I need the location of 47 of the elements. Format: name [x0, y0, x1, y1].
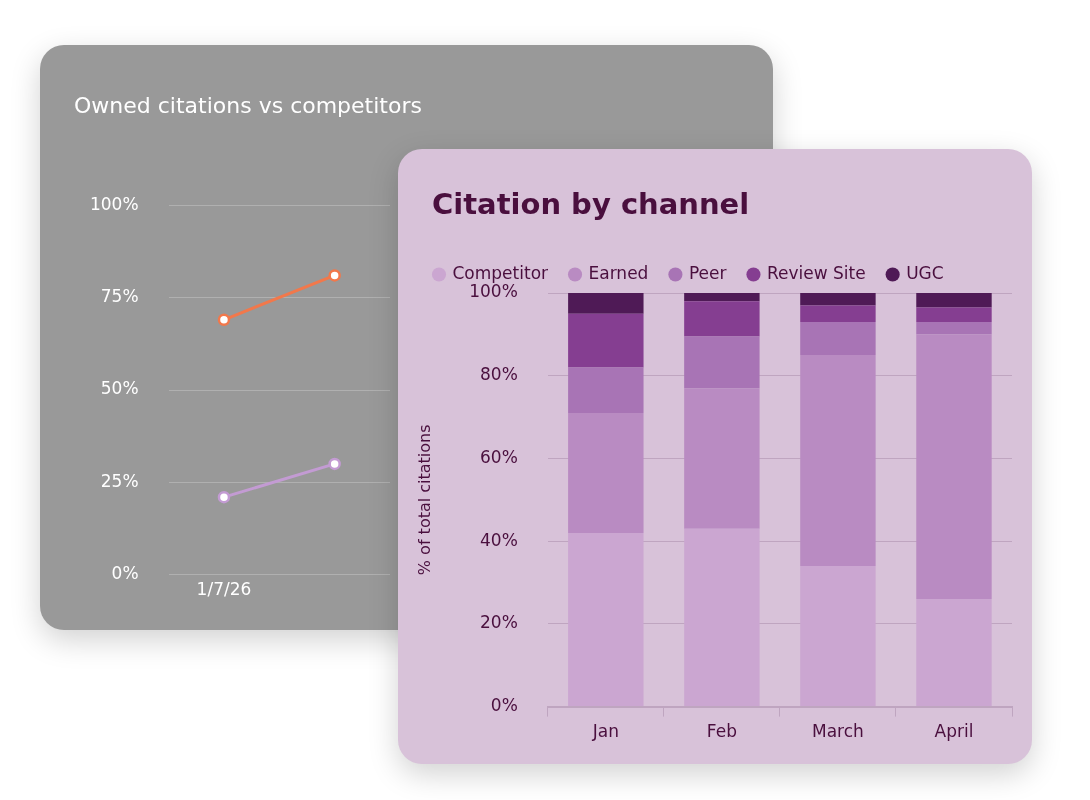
bar — [684, 336, 760, 389]
y-tick-label: 40% — [480, 529, 518, 550]
bar — [684, 528, 760, 707]
bar — [800, 321, 876, 356]
bar — [684, 301, 760, 337]
x-tick-label: April — [934, 721, 974, 742]
point — [328, 269, 341, 282]
chart-title: Citation by channel — [432, 187, 750, 221]
y-axis-title: % of total citations — [414, 424, 434, 576]
x-tick-label: Feb — [706, 721, 737, 742]
bar — [916, 321, 992, 335]
y-tick-label: 100% — [89, 193, 139, 214]
x-tick-label: March — [812, 721, 864, 742]
y-tick-label: 50% — [100, 378, 139, 399]
legend-label: UGC — [906, 262, 944, 283]
y-tick-label: 60% — [480, 446, 518, 467]
legend-label: Competitor — [452, 262, 549, 283]
y-tick-label: 75% — [100, 286, 139, 307]
bar — [568, 293, 644, 314]
point — [328, 457, 341, 471]
legend-label: Earned — [588, 262, 649, 283]
y-tick-label: 80% — [480, 364, 518, 385]
y-tick-label: 20% — [480, 612, 518, 633]
y-tick-label: 0% — [490, 695, 518, 716]
x-tick-label: Jan — [591, 721, 619, 742]
bar — [684, 388, 760, 529]
bar — [800, 355, 876, 566]
y-tick-label: 0% — [111, 563, 139, 584]
x-tick-label: 1/7/26 — [196, 579, 252, 600]
y-tick-label: 25% — [100, 470, 139, 491]
chart-title: Owned citations vs competitors — [74, 93, 422, 118]
bar — [916, 334, 992, 600]
legend-label: Review Site — [766, 262, 866, 283]
bar — [568, 367, 644, 413]
legend-label: Peer — [688, 262, 727, 283]
bar — [800, 565, 876, 707]
bar — [568, 412, 644, 533]
bar — [800, 305, 876, 322]
bar — [684, 293, 760, 302]
bar — [568, 313, 644, 368]
point — [217, 313, 231, 327]
bar — [916, 307, 992, 322]
bar — [568, 532, 644, 707]
bar — [800, 293, 876, 306]
bar — [916, 599, 992, 707]
point — [217, 490, 231, 504]
bar — [916, 293, 992, 308]
